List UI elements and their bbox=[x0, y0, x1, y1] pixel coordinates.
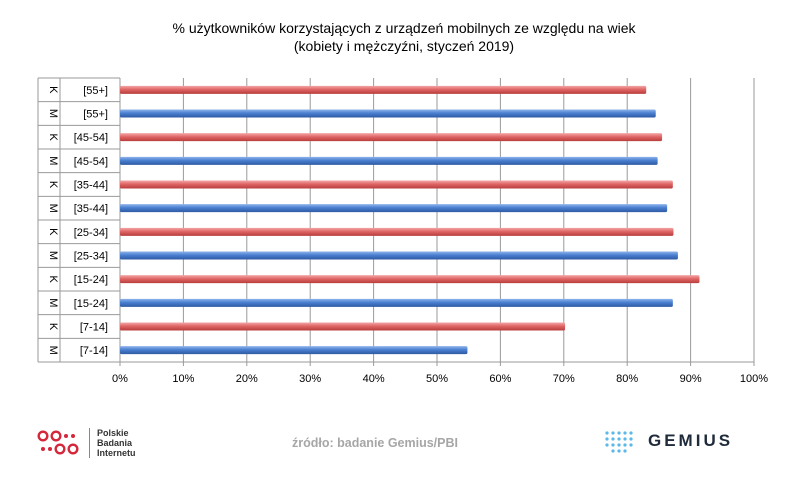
sex-label: K bbox=[47, 323, 59, 331]
bar-male bbox=[120, 109, 656, 118]
x-tick-label: 80% bbox=[616, 373, 638, 385]
sex-label: M bbox=[47, 346, 59, 355]
pbi-line2: Badania bbox=[97, 438, 133, 448]
age-label: [35-44] bbox=[74, 203, 108, 215]
x-tick-label: 90% bbox=[680, 373, 702, 385]
age-label: [7-14] bbox=[80, 345, 108, 357]
category-labels: K [55+] M [55+] K [45-54] M [45-54] K [35-44] M [35… bbox=[47, 85, 108, 357]
chart-subtitle: (kobiety i mężczyźni, styczeń 2019) bbox=[293, 38, 515, 54]
bar-male bbox=[120, 156, 658, 165]
age-label: [35-44] bbox=[74, 180, 108, 192]
bar-female bbox=[120, 180, 673, 189]
gemius-wordmark: GEMIUS bbox=[648, 431, 734, 450]
sex-label: M bbox=[47, 109, 59, 118]
age-label: [55+] bbox=[83, 109, 108, 121]
sex-label: K bbox=[47, 181, 59, 189]
pbi-line3: Internetu bbox=[97, 448, 136, 458]
grid-layer bbox=[37, 77, 755, 366]
x-tick-label: 20% bbox=[236, 373, 258, 385]
pbi-logo bbox=[36, 424, 156, 464]
age-label: [25-34] bbox=[74, 227, 108, 239]
gemius-logo bbox=[604, 430, 764, 454]
x-tick-label: 0% bbox=[112, 373, 128, 385]
sex-label: M bbox=[47, 298, 59, 307]
age-label: [15-24] bbox=[74, 298, 108, 310]
sex-label: K bbox=[47, 275, 59, 283]
pbi-dots-icon bbox=[37, 430, 79, 455]
age-label: [7-14] bbox=[80, 322, 108, 334]
sex-label: K bbox=[47, 133, 59, 141]
bar-female bbox=[120, 227, 674, 236]
bar-female bbox=[120, 322, 566, 331]
age-label: [25-34] bbox=[74, 251, 108, 263]
source-note: źródło: badanie Gemius/PBI bbox=[292, 436, 458, 450]
x-tick-label: 60% bbox=[489, 373, 511, 385]
pbi-name: Polskie Badania Internetu bbox=[97, 428, 136, 458]
x-tick-labels: 0% 10% 20% 30% 40% 50% 60% 70% 80% 90% 100% bbox=[112, 373, 768, 385]
gemius-dots-icon bbox=[605, 431, 633, 453]
bar-male bbox=[120, 251, 678, 260]
bar-female bbox=[120, 275, 700, 284]
pbi-divider bbox=[89, 428, 90, 458]
bar-male bbox=[120, 298, 673, 307]
bar-female bbox=[120, 133, 663, 142]
pbi-line1: Polskie bbox=[97, 428, 129, 438]
sex-label: M bbox=[47, 156, 59, 165]
age-label: [45-54] bbox=[74, 156, 108, 168]
bar-female bbox=[120, 85, 647, 94]
age-label: [45-54] bbox=[74, 132, 108, 144]
sex-label: K bbox=[47, 228, 59, 236]
sex-label: K bbox=[47, 86, 59, 94]
sex-label: M bbox=[47, 204, 59, 213]
x-tick-label: 50% bbox=[426, 373, 448, 385]
age-label: [15-24] bbox=[74, 274, 108, 286]
x-tick-label: 100% bbox=[740, 373, 768, 385]
x-tick-label: 10% bbox=[172, 373, 194, 385]
sex-label: M bbox=[47, 251, 59, 260]
x-tick-label: 40% bbox=[363, 373, 385, 385]
x-tick-label: 30% bbox=[299, 373, 321, 385]
bar-male bbox=[120, 204, 668, 213]
age-label: [55+] bbox=[83, 85, 108, 97]
bar-chart: K [55+] M [55+] K [45-54] M [45-54] K [35-44] M [35… bbox=[37, 77, 768, 385]
chart-title: % użytkowników korzystających z urządzeń… bbox=[172, 20, 636, 36]
bar-male bbox=[120, 346, 468, 355]
x-tick-label: 70% bbox=[553, 373, 575, 385]
bars bbox=[120, 85, 700, 355]
